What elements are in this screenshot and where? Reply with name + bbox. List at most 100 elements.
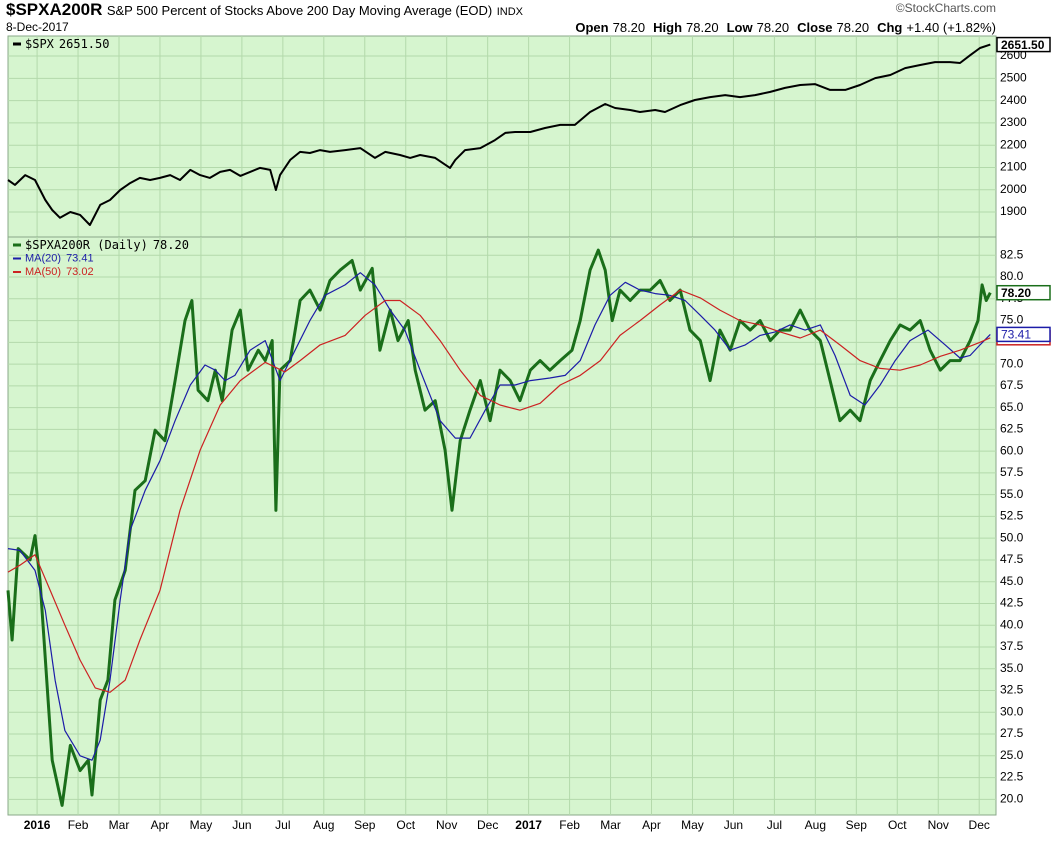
quote-label: Chg [877,20,903,35]
exchange: INDX [496,6,523,18]
legend-entry: MA(20) 73.41 [25,252,94,264]
y-tick-label: 70.0 [1000,356,1024,370]
title-row: $SPXA200R S&P 500 Percent of Stocks Abov… [6,0,996,20]
quote-value: 78.20 [756,20,790,35]
quote-label: High [653,20,683,35]
legend-name: $SPX [25,37,55,51]
x-tick-label: May [681,818,704,832]
legend-entry: $SPX 2651.50 [25,37,109,51]
x-tick-label: Feb [559,818,580,832]
y-tick-label: 35.0 [1000,661,1024,675]
description: S&P 500 Percent of Stocks Above 200 Day … [106,3,493,18]
source[interactable]: ©StockCharts.com [895,1,996,15]
x-tick-label: Feb [68,818,89,832]
x-tick-label: Jul [275,818,290,832]
x-tick-label: Sep [846,818,868,832]
x-tick-label: Mar [600,818,621,832]
value-tag-label: 2651.50 [1001,38,1045,52]
y-tick-label: 80.0 [1000,269,1024,283]
date: 8-Dec-2017 [6,20,69,34]
quote-label: Open [575,20,609,35]
y-tick-label: 2200 [1000,137,1027,151]
y-tick-label: 37.5 [1000,639,1024,653]
y-tick-label: 62.5 [1000,422,1024,436]
y-tick-label: 52.5 [1000,509,1024,523]
legend-name: MA(50) [25,266,61,278]
y-tick-label: 42.5 [1000,596,1024,610]
legend-value: 78.20 [153,238,189,252]
y-tick-label: 25.0 [1000,748,1024,762]
quote-value: 78.20 [612,20,646,35]
quote-value: 78.20 [836,20,870,35]
x-tick-label: May [190,818,213,832]
value-tag: 78.20 [996,284,1051,301]
x-tick-label: Apr [151,818,170,832]
y-tick-label: 22.5 [1000,770,1024,784]
x-tick-label: Dec [477,818,498,832]
y-tick-label: 2500 [1000,71,1027,85]
series-line [6,248,992,807]
x-tick-label: Jun [232,818,251,832]
y-tick-label: 55.0 [1000,487,1024,501]
panel-background [7,35,997,238]
y-tick-label: 2000 [1000,182,1027,196]
x-tick-label: Jun [724,818,743,832]
x-tick-label: Aug [313,818,334,832]
y-tick-label: 30.0 [1000,704,1024,718]
y-tick-label: 65.0 [1000,400,1024,414]
y-tick-label: 20.0 [1000,792,1024,806]
symbol: $SPXA200R [6,0,103,19]
value-tag-label: 78.20 [1001,286,1031,300]
y-tick-label: 27.5 [1000,726,1024,740]
value-tag: 2651.50 [996,36,1051,53]
x-tick-label: Nov [928,818,949,832]
y-tick-label: 50.0 [1000,530,1024,544]
x-tick-label: 2016 [24,818,51,832]
x-tick-label: Apr [642,818,661,832]
value-tag: 73.41 [996,326,1051,343]
x-tick-label: Mar [109,818,130,832]
y-tick-label: 82.5 [1000,247,1024,261]
y-tick-label: 2100 [1000,160,1027,174]
quote: Open 78.20 High 78.20 Low 78.20 Close 78.20 Chg +… [567,20,996,35]
x-tick-label: Nov [436,818,457,832]
legend-value: 73.02 [66,266,94,278]
quote-value: +1.40 (+1.82%) [906,20,996,35]
y-tick-label: 47.5 [1000,552,1024,566]
quote-value: 78.20 [686,20,719,35]
x-tick-label: Sep [354,818,376,832]
quote-label: Low [726,20,753,35]
series-line [7,43,991,226]
legend-name: $SPXA200R (Daily) [25,238,148,252]
y-tick-label: 1900 [1000,204,1027,218]
y-tick-label: 2400 [1000,93,1027,107]
x-tick-label: Oct [888,818,907,832]
x-tick-label: Jul [767,818,782,832]
y-tick-label: 32.5 [1000,683,1024,697]
header: $SPXA200R S&P 500 Percent of Stocks Abov… [0,0,1056,36]
legend-entry: $SPXA200R (Daily) 78.20 [25,238,189,252]
value-tag-box [996,36,1051,53]
value-tag-box [996,326,1051,343]
y-tick-label: 57.5 [1000,465,1024,479]
y-tick-label: 2300 [1000,115,1027,129]
series-line [7,272,991,761]
legend-entry: MA(50) 73.02 [25,266,94,278]
y-tick-label: 60.0 [1000,443,1024,457]
series-line [7,289,991,693]
x-tick-label: Oct [396,818,415,832]
x-tick-label: Dec [969,818,990,832]
value-tag-box [996,284,1051,301]
x-tick-label: 2017 [515,818,542,832]
quote-label: Close [797,20,833,35]
legend-value: 73.41 [66,252,94,264]
y-tick-label: 67.5 [1000,378,1024,392]
legend-value: 2651.50 [59,37,110,51]
legend-name: MA(20) [25,252,61,264]
x-tick-label: Aug [805,818,826,832]
y-tick-label: 40.0 [1000,617,1024,631]
panel-background [7,236,997,816]
y-tick-label: 75.0 [1000,313,1024,327]
